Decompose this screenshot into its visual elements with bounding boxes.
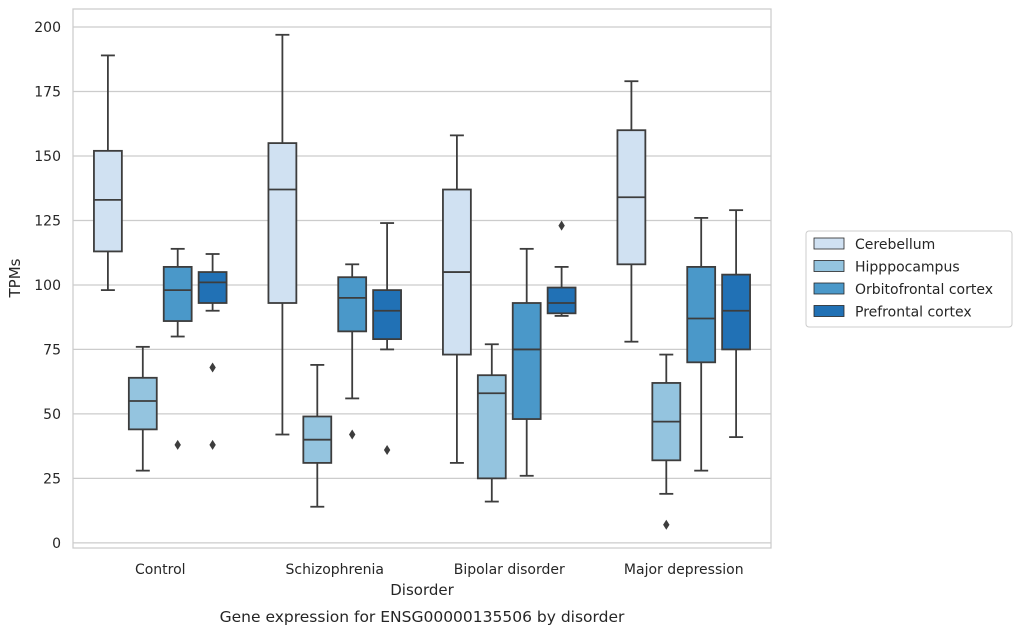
iqr-box (511, 302, 542, 420)
x-tick-label: Schizophrenia (286, 562, 384, 578)
y-tick-labels: 0 25 50 75 100 125 150 175 200 (34, 20, 61, 552)
y-axis-label: TPMs (6, 258, 24, 298)
iqr-box (721, 273, 751, 351)
x-axis-label: Disorder (390, 581, 454, 599)
legend-swatch (813, 305, 845, 317)
outlier-point (349, 429, 356, 440)
iqr-box (372, 289, 402, 341)
plot-area-frame (72, 8, 772, 549)
outlier-point (209, 439, 216, 450)
iqr-box (337, 276, 368, 333)
box-3-0 (197, 253, 228, 450)
iqr-box (546, 286, 577, 315)
legend-swatch (813, 237, 845, 250)
legend-label: Cerebellum (855, 237, 935, 253)
x-tick-label: Control (135, 562, 186, 578)
outlier-point (558, 220, 565, 231)
y-tick-label: 200 (34, 20, 61, 36)
box-3-1 (372, 222, 402, 455)
x-tick-labels: Control Schizophrenia Bipolar disorder Majo… (135, 562, 744, 578)
outlier-point (383, 445, 391, 455)
y-tick-label: 175 (34, 85, 61, 101)
box-1-1 (302, 363, 333, 508)
box-1-2 (476, 343, 507, 503)
y-tick-label: 100 (34, 278, 61, 294)
legend-swatch (813, 260, 845, 272)
legend-swatch (813, 282, 845, 295)
y-tick-label: 0 (52, 536, 61, 552)
box-1-3 (651, 353, 682, 530)
box-2-2 (511, 247, 542, 477)
box-2-0 (162, 247, 193, 450)
iqr-box (267, 142, 298, 304)
legend-frame (805, 230, 1013, 328)
box-2-1 (337, 263, 368, 440)
y-tick-label: 75 (43, 342, 61, 358)
y-tick-label: 50 (43, 407, 61, 423)
y-tick-label: 25 (43, 471, 61, 487)
box-3-2 (546, 220, 577, 317)
iqr-box (197, 271, 228, 304)
iqr-box (686, 265, 717, 364)
x-tick-label: Bipolar disorder (454, 562, 565, 578)
iqr-box (93, 149, 123, 253)
outlier-point (174, 439, 181, 450)
box-2-3 (686, 216, 717, 472)
box-0-2 (442, 134, 472, 464)
y-tick-label: 125 (34, 213, 61, 229)
iqr-box (162, 265, 193, 322)
x-tick-label: Major depression (624, 562, 744, 578)
legend: Cerebellum Hipppocampus Orbitofrontal cort… (805, 230, 1013, 328)
iqr-box (127, 376, 158, 431)
box-0-0 (93, 54, 123, 292)
box-0-3 (616, 80, 647, 343)
legend-label: Prefrontal cortex (855, 305, 972, 321)
box-3-3 (721, 209, 751, 439)
iqr-box (476, 374, 507, 480)
box-0-1 (267, 33, 298, 436)
chart-caption: Gene expression for ENSG00000135506 by d… (220, 608, 625, 626)
boxes (93, 33, 751, 530)
outlier-point (663, 519, 670, 530)
box-1-0 (127, 345, 158, 472)
outlier-point (209, 362, 216, 373)
legend-label: Hipppocampus (855, 260, 960, 276)
y-tick-label: 150 (34, 149, 61, 165)
legend-label: Orbitofrontal cortex (855, 282, 993, 298)
